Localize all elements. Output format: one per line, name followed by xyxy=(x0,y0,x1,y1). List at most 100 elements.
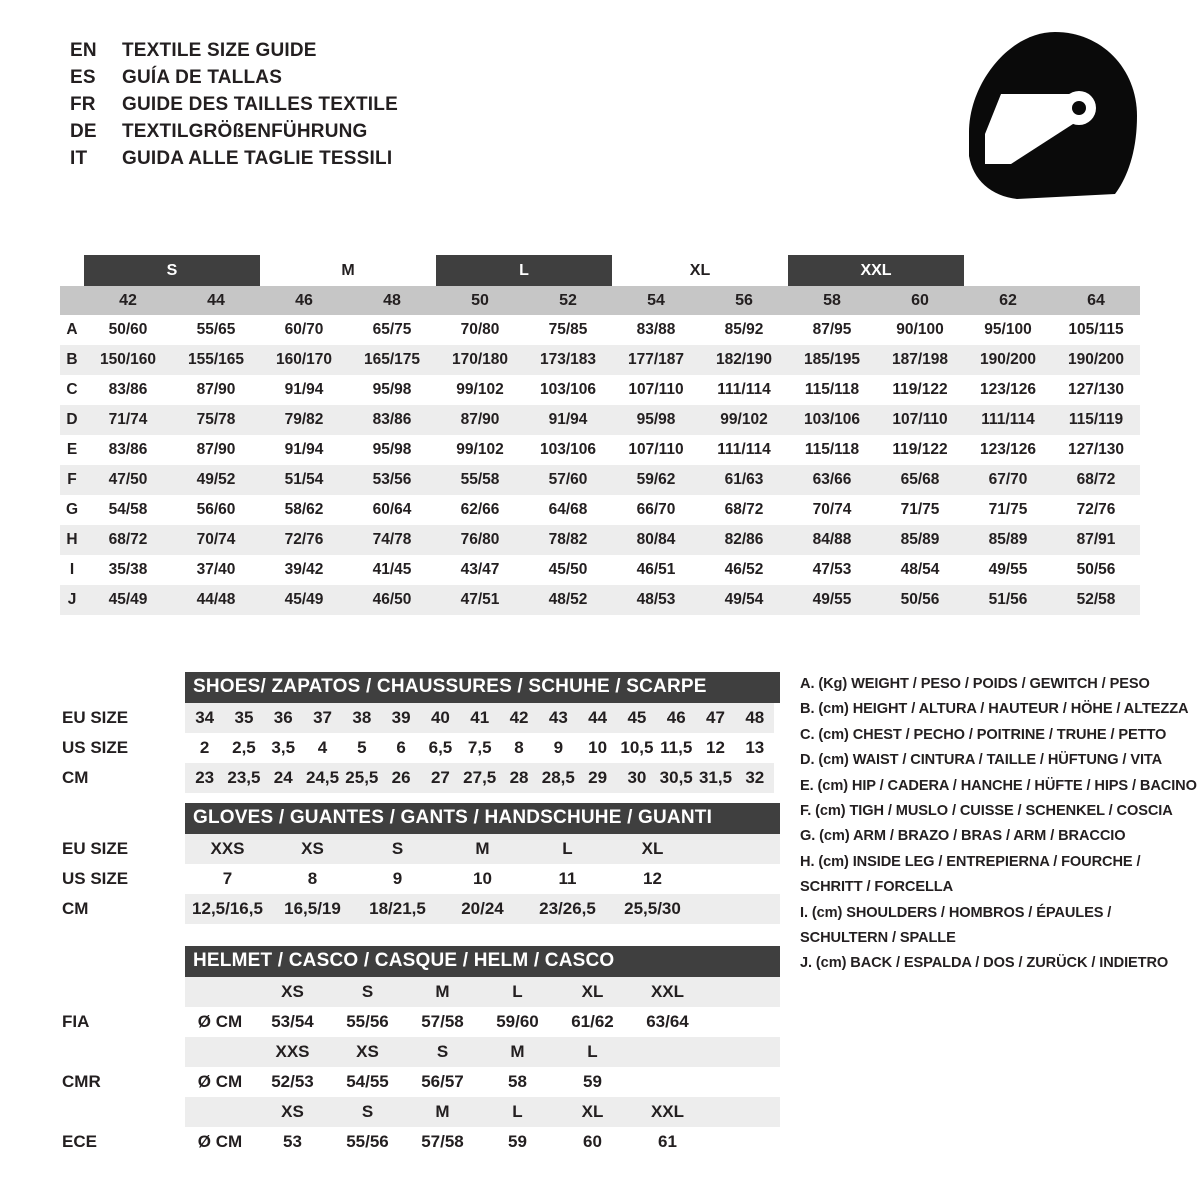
size-cell: 43 xyxy=(538,703,578,733)
size-cell: S xyxy=(355,834,440,864)
measurement-cell: 55/58 xyxy=(436,465,524,495)
title-text: GUÍA DE TALLAS xyxy=(122,67,283,88)
main-size-table: S M L XL XXL 42 44 46 48 50 52 54 56 58 60 62 64 A 50/60 55… xyxy=(60,255,1140,615)
title-row: IT GUIDA ALLE TAGLIE TESSILI xyxy=(70,148,398,175)
size-cell: 8 xyxy=(270,864,355,894)
size-cell: 36 xyxy=(263,703,303,733)
helmet-size-label xyxy=(705,977,780,1007)
measurement-cell: 190/200 xyxy=(1052,345,1140,375)
title-row: ES GUÍA DE TALLAS xyxy=(70,67,398,94)
measurement-cell: 67/70 xyxy=(964,465,1052,495)
measurement-cell: 119/122 xyxy=(876,435,964,465)
measurement-cell: 71/75 xyxy=(964,495,1052,525)
size-cell: 9 xyxy=(538,733,578,763)
measurement-key: H xyxy=(60,525,84,555)
measurement-cell: 82/86 xyxy=(700,525,788,555)
measurement-cell: 66/70 xyxy=(612,495,700,525)
title-lang-code: FR xyxy=(70,94,96,115)
size-cell: 7,5 xyxy=(460,733,500,763)
measurement-cell: 111/114 xyxy=(964,405,1052,435)
measurement-cell: 72/76 xyxy=(260,525,348,555)
row-key-header xyxy=(60,286,84,315)
table-row: H 68/72 70/74 72/76 74/78 76/80 78/82 80/84 82/8… xyxy=(60,525,1140,555)
helmet-size-cell: 57/58 xyxy=(405,1007,480,1037)
measurement-cell: 107/110 xyxy=(876,405,964,435)
helmet-size-label: L xyxy=(480,977,555,1007)
size-column-header: 46 xyxy=(260,286,348,315)
measurement-cell: 123/126 xyxy=(964,435,1052,465)
measurement-cell: 50/60 xyxy=(84,315,172,345)
measurement-cell: 115/118 xyxy=(788,375,876,405)
legend-line: D. (cm) WAIST / CINTURA / TAILLE / HÜFTU… xyxy=(800,752,1163,769)
measurement-cell: 51/54 xyxy=(260,465,348,495)
size-column-header: 50 xyxy=(436,286,524,315)
measurement-cell: 56/60 xyxy=(172,495,260,525)
helmet-size-label: L xyxy=(555,1037,630,1067)
measurement-cell: 49/55 xyxy=(964,555,1052,585)
size-cell: 10 xyxy=(577,733,618,763)
measurement-cell: 165/175 xyxy=(348,345,436,375)
title-row: DE TEXTILGRÖßENFÜHRUNG xyxy=(70,121,398,148)
measurement-cell: 47/51 xyxy=(436,585,524,615)
helmet-table: XS S M L XL XXL FIA Ø CM 53/54 55/56 57/58 59/60 61/… xyxy=(60,977,780,1157)
measurement-cell: 155/165 xyxy=(172,345,260,375)
helmet-size-cell: 54/55 xyxy=(330,1067,405,1097)
legend-line: A. (Kg) WEIGHT / PESO / POIDS / GEWITCH … xyxy=(800,676,1150,692)
row-label-spacer xyxy=(60,977,185,1007)
size-cell: 41 xyxy=(460,703,500,733)
size-column-header: 62 xyxy=(964,286,1052,315)
table-row: E 83/86 87/90 91/94 95/98 99/102 103/106 107/11… xyxy=(60,435,1140,465)
measurement-cell: 49/54 xyxy=(700,585,788,615)
measurement-cell: 160/170 xyxy=(260,345,348,375)
measurement-cell: 150/160 xyxy=(84,345,172,375)
size-cell: M xyxy=(440,834,525,864)
measurement-cell: 71/75 xyxy=(876,495,964,525)
measurement-cell: 35/38 xyxy=(84,555,172,585)
legend-line: J. (cm) BACK / ESPALDA / DOS / ZURÜCK / … xyxy=(800,955,1169,972)
title-row: EN TEXTILE SIZE GUIDE xyxy=(70,40,398,67)
measurement-cell: 185/195 xyxy=(788,345,876,375)
legend-line: G. (cm) ARM / BRAZO / BRAS / ARM / BRACC… xyxy=(800,828,1126,845)
measurement-cell: 53/56 xyxy=(348,465,436,495)
helmet-size-label: M xyxy=(405,1097,480,1127)
size-cell: 16,5/19 xyxy=(270,894,355,924)
helmet-size-label: XXS xyxy=(255,1037,330,1067)
helmet-size-header-row: XXS XS S M L xyxy=(60,1037,780,1067)
measurement-cell: 49/52 xyxy=(172,465,260,495)
measurement-legend: A. (Kg) WEIGHT / PESO / POIDS / GEWITCH … xyxy=(800,672,1197,977)
unit-spacer xyxy=(185,1097,255,1127)
measurement-cell: 103/106 xyxy=(524,375,612,405)
size-cell: 11,5 xyxy=(656,733,696,763)
measurement-cell: 45/50 xyxy=(524,555,612,585)
size-cell: 10 xyxy=(440,864,525,894)
helmet-size-cell: 63/64 xyxy=(630,1007,705,1037)
legend-line: B. (cm) HEIGHT / ALTURA / HAUTEUR / HÖHE… xyxy=(800,701,1189,718)
size-cell: 25,5 xyxy=(342,763,382,793)
size-cell: 2,5 xyxy=(224,733,264,763)
measurement-cell: 87/90 xyxy=(172,435,260,465)
helmet-unit-label: Ø CM xyxy=(185,1127,255,1157)
size-cell: 35 xyxy=(224,703,264,733)
size-band-s: S xyxy=(84,255,260,286)
measurement-key: I xyxy=(60,555,84,585)
size-number-header-row: 42 44 46 48 50 52 54 56 58 60 62 64 xyxy=(60,286,1140,315)
helmet-size-label: M xyxy=(480,1037,555,1067)
helmet-size-header-row: XS S M L XL XXL xyxy=(60,1097,780,1127)
helmet-size-cell: 53/54 xyxy=(255,1007,330,1037)
measurement-cell: 61/63 xyxy=(700,465,788,495)
size-band-xxl: XXL xyxy=(788,255,964,286)
measurement-cell: 95/98 xyxy=(348,375,436,405)
size-cell: 27 xyxy=(420,763,461,793)
helmet-size-cell: 55/56 xyxy=(330,1007,405,1037)
helmet-size-cell xyxy=(705,1067,780,1097)
measurement-cell: 50/56 xyxy=(1052,555,1140,585)
helmet-unit-label: Ø CM xyxy=(185,1067,255,1097)
measurement-key: C xyxy=(60,375,84,405)
measurement-cell: 95/98 xyxy=(612,405,700,435)
measurement-cell: 68/72 xyxy=(1052,465,1140,495)
size-cell: 20/24 xyxy=(440,894,525,924)
helmet-size-label: XXL xyxy=(630,1097,705,1127)
size-column-header: 52 xyxy=(524,286,612,315)
size-cell: 8 xyxy=(499,733,539,763)
size-cell: 12,5/16,5 xyxy=(185,894,270,924)
